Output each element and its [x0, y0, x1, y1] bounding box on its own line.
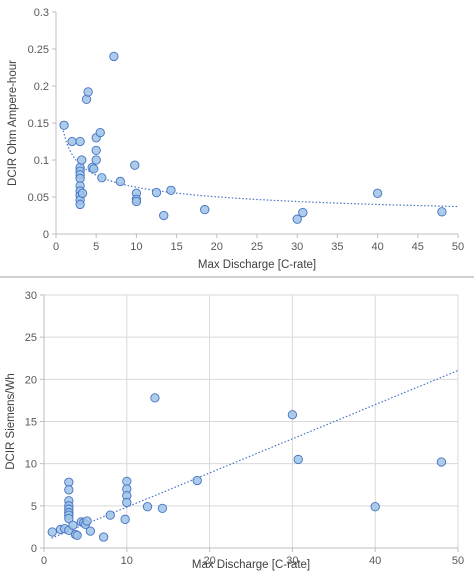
- data-point: [95, 127, 105, 138]
- y-tick-label: 10: [25, 459, 37, 471]
- dcir-siemens-chart-panel: 0 10 20 30 40 50 0 5 10 15 20 25 30 Max Discharge [C-…: [0, 278, 474, 572]
- data-point: [98, 532, 109, 542]
- data-point: [142, 502, 153, 512]
- data-point: [81, 94, 92, 104]
- data-point: [159, 210, 169, 221]
- x-tick-label: 0: [41, 555, 47, 567]
- y-tick-label: 5: [31, 501, 37, 513]
- x-tick-label: 50: [452, 241, 464, 253]
- data-point: [109, 51, 119, 62]
- x-axis-title: Max Discharge [C-rate]: [192, 559, 310, 571]
- x-tick-label: 10: [130, 241, 142, 253]
- data-point: [192, 475, 202, 486]
- data-point: [77, 155, 87, 165]
- x-tick-label: 10: [121, 555, 133, 567]
- x-tick-label: 15: [170, 241, 182, 253]
- data-point: [75, 136, 85, 147]
- data-point: [122, 476, 132, 487]
- data-point: [68, 520, 78, 530]
- data-point: [72, 530, 82, 541]
- x-tick-label: 40: [369, 555, 381, 567]
- data-point: [82, 516, 92, 526]
- data-point: [85, 526, 96, 536]
- data-point: [150, 393, 160, 403]
- data-point: [64, 477, 74, 487]
- y-tick-label: 0: [31, 543, 37, 555]
- data-point: [166, 185, 176, 195]
- x-tick-label: 0: [53, 241, 59, 253]
- data-point: [122, 497, 132, 508]
- data-point: [200, 204, 210, 215]
- dcir-ohm-chart: 0 5 10 15 20 25 30 35 40 45 50 0 0.05 0.1 0.15 0.2 0.25 0…: [7, 7, 464, 271]
- data-point: [437, 207, 447, 217]
- y-tick-label: 0: [43, 229, 49, 241]
- data-point: [77, 188, 88, 198]
- data-point: [287, 410, 298, 420]
- data-point: [372, 188, 383, 198]
- data-point: [298, 207, 308, 218]
- y-tick-label: 0.3: [34, 7, 49, 19]
- x-tick-label: 30: [286, 555, 298, 567]
- data-point: [91, 145, 101, 156]
- data-point: [293, 454, 303, 465]
- data-point: [89, 164, 99, 174]
- data-point: [59, 120, 69, 130]
- data-point: [83, 87, 93, 97]
- x-tick-label: 5: [93, 241, 99, 253]
- x-tick-label: 50: [452, 555, 464, 567]
- x-tick-label: 40: [371, 241, 383, 253]
- x-axis-title: Max Discharge [C-rate]: [198, 259, 316, 271]
- y-tick-label: 0.1: [34, 155, 49, 167]
- x-tick-label: 35: [331, 241, 343, 253]
- trendline: [62, 130, 458, 208]
- x-tick-label: 20: [203, 555, 215, 567]
- y-tick-label: 25: [25, 332, 37, 344]
- y-tick-label: 0.15: [28, 118, 49, 130]
- data-point: [292, 214, 302, 224]
- dcir-ohm-chart-panel: 0 5 10 15 20 25 30 35 40 45 50 0 0.05 0.1 0.15 0.2 0.25 0…: [0, 0, 474, 278]
- data-point: [75, 199, 85, 210]
- data-point: [47, 527, 57, 537]
- y-tick-label: 0.2: [34, 81, 49, 93]
- data-point: [120, 514, 130, 524]
- x-tick-label: 30: [291, 241, 303, 253]
- data-point: [157, 503, 168, 514]
- data-point: [64, 513, 74, 524]
- y-tick-label: 0.25: [28, 44, 49, 56]
- y-tick-label: 30: [25, 290, 37, 302]
- x-tick-label: 20: [211, 241, 223, 253]
- y-tick-label: 15: [25, 417, 37, 429]
- data-point: [131, 196, 142, 207]
- data-point: [67, 136, 77, 147]
- data-point: [115, 176, 125, 187]
- x-tick-label: 45: [412, 241, 424, 253]
- y-axis-title: DCIR Siemens/Wh: [5, 373, 17, 470]
- data-point: [436, 457, 447, 467]
- data-point: [370, 502, 380, 512]
- x-tick-label: 25: [251, 241, 263, 253]
- y-tick-label: 20: [25, 374, 37, 386]
- data-point: [151, 187, 162, 198]
- y-tick-label: 0.05: [28, 192, 49, 204]
- data-point: [130, 160, 140, 170]
- y-axis-title: DCIR Ohm Ampere-hour: [7, 60, 19, 186]
- data-point: [64, 485, 74, 495]
- data-point: [91, 155, 101, 165]
- data-point: [97, 173, 107, 183]
- data-point: [105, 510, 115, 520]
